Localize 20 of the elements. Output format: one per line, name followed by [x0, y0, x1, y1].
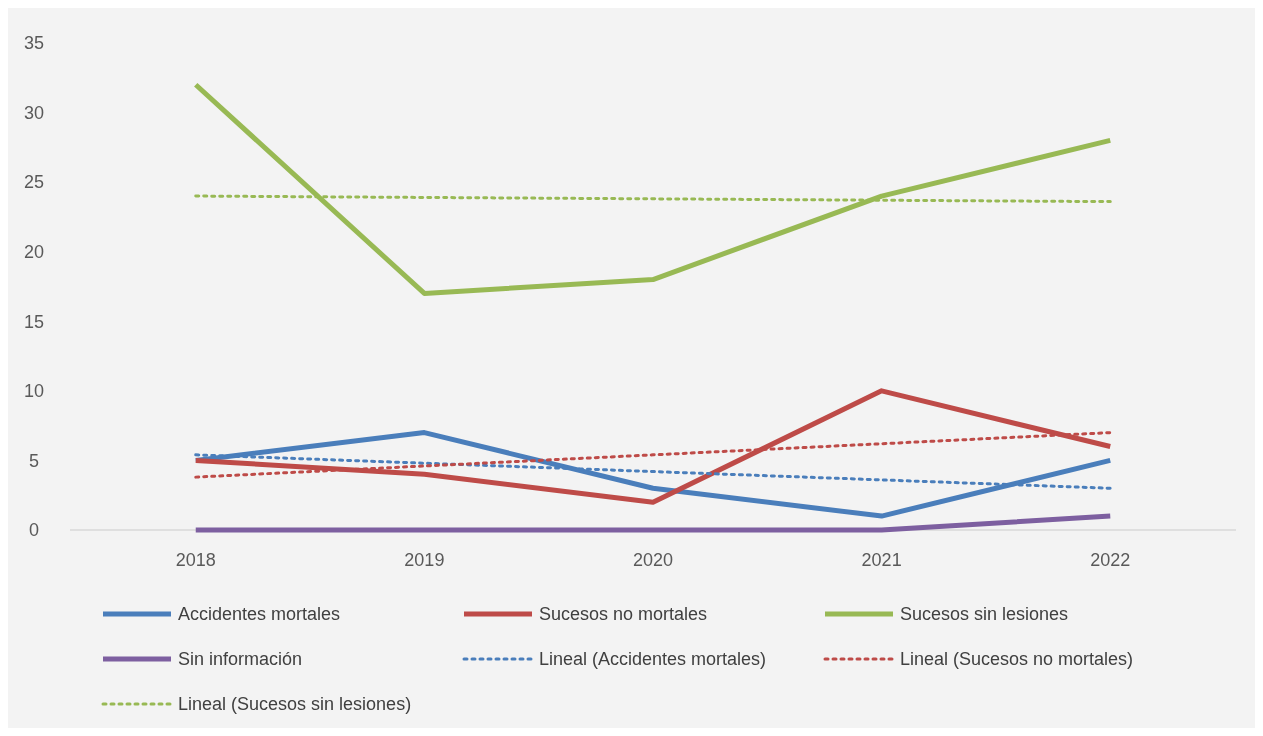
legend-label: Accidentes mortales [178, 604, 341, 625]
x-tick-label: 2022 [1090, 550, 1131, 571]
legend-label: Sucesos no mortales [539, 604, 708, 625]
y-tick-label: 15 [23, 311, 45, 332]
legend-label: Sucesos sin lesiones [900, 604, 1069, 625]
x-tick-label: 2020 [632, 550, 674, 571]
legend-label: Lineal (Sucesos no mortales) [900, 649, 1134, 670]
y-tick-label: 0 [28, 520, 40, 541]
y-tick-label: 35 [23, 33, 45, 54]
legend-label: Lineal (Sucesos sin lesiones) [178, 694, 412, 715]
y-tick-label: 30 [23, 102, 45, 123]
x-tick-label: 2019 [404, 550, 445, 571]
x-tick-label: 2021 [861, 550, 902, 571]
x-tick-label: 2018 [175, 550, 216, 571]
y-tick-label: 20 [23, 242, 45, 263]
legend-label: Sin información [178, 649, 303, 670]
y-tick-label: 25 [23, 172, 45, 193]
legend-label: Lineal (Accidentes mortales) [539, 649, 767, 670]
y-tick-label: 5 [28, 450, 40, 471]
y-tick-label: 10 [23, 381, 45, 402]
